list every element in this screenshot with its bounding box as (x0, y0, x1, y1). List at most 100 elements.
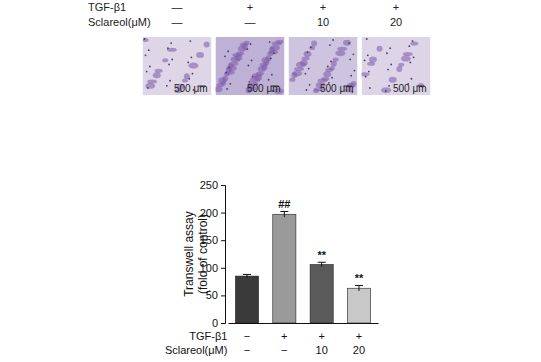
y-tick: 0 (212, 317, 225, 329)
micrograph-pore (170, 42, 172, 44)
micrograph-pore (169, 80, 171, 82)
micrograph-pore (308, 68, 310, 70)
error-bar (318, 262, 326, 266)
micrograph-cell (302, 57, 310, 61)
micrograph-pore (368, 71, 370, 73)
micrograph-pore (329, 44, 331, 46)
micrograph-pore (388, 85, 390, 87)
micrograph-pore (330, 61, 332, 63)
micrograph-cell (294, 67, 304, 71)
error-bar-stem (284, 211, 285, 217)
micrograph-pore (226, 88, 228, 90)
micrograph-pore (171, 58, 173, 60)
x-table-cell: − (244, 344, 250, 356)
error-bar-cap (243, 274, 251, 275)
micrograph-pore (385, 90, 387, 92)
micrograph-pore (188, 78, 190, 80)
micrograph-cell (182, 79, 188, 83)
micrograph-pore (390, 64, 392, 66)
micrograph-cell (227, 65, 237, 71)
header-cell: — (172, 16, 183, 28)
micrograph-cell (262, 64, 268, 70)
error-bar (355, 285, 363, 291)
micrograph-cell (145, 83, 155, 89)
micrograph-pore (349, 58, 351, 60)
micrograph-pore (364, 59, 366, 61)
micrograph-pore (149, 66, 151, 68)
micrograph-pore (413, 56, 415, 58)
y-tick-label: 0 (212, 317, 218, 329)
x-table-cell: 20 (353, 344, 365, 356)
micrograph-pore (252, 76, 254, 78)
micrograph-pore (145, 54, 147, 56)
bar (235, 276, 258, 323)
micrograph-background (216, 37, 285, 95)
micrograph-cell (323, 71, 331, 77)
micrograph-cell (303, 51, 311, 57)
micrograph-cell (276, 40, 284, 44)
significance-label: ** (355, 272, 364, 284)
y-axis-line (221, 186, 226, 324)
x-table-cell: − (281, 344, 287, 356)
micrograph (362, 37, 431, 95)
micrograph-cell (188, 63, 198, 69)
micrograph-pore (412, 40, 414, 42)
micrograph-cell (309, 46, 315, 50)
micrograph-pore (166, 85, 168, 87)
micrograph-pore (146, 71, 148, 73)
micrograph-pore (389, 47, 391, 49)
micrograph-pore (251, 59, 253, 61)
micrograph-pore (408, 45, 410, 47)
error-bar (243, 274, 251, 277)
micrograph-cell (234, 55, 242, 61)
micrograph-pore (411, 78, 413, 80)
micrograph-pore (367, 54, 369, 56)
micrograph-pore (386, 52, 388, 54)
header-cell: + (393, 1, 399, 13)
x-table-row-label: TGF-β1 (189, 330, 227, 342)
x-table-cell: − (244, 330, 250, 342)
micrograph-pore (327, 66, 329, 68)
micrograph-pore (269, 41, 271, 43)
micrograph-cell (204, 41, 210, 47)
micrograph-pore (250, 43, 252, 45)
micrograph-pore (246, 48, 248, 50)
micrograph-cell (381, 87, 391, 93)
scale-bar-label: 500 μm (174, 83, 208, 94)
micrograph-pore (147, 87, 149, 89)
error-bar-cap (318, 262, 326, 263)
micrograph-pore (310, 46, 312, 48)
x-table-cell: + (281, 330, 287, 342)
x-table-cell: + (318, 330, 324, 342)
error-bar-cap (280, 211, 288, 212)
micrograph-cell (367, 62, 375, 66)
micrograph-cell (377, 46, 383, 52)
micrograph-cell (398, 63, 404, 67)
micrograph (143, 37, 212, 95)
micrograph-pore (305, 73, 307, 75)
y-axis-title: Transwell assay(fold of control) (182, 211, 210, 297)
bar (347, 288, 370, 323)
micrograph-cell (362, 72, 370, 76)
error-bar-stem (358, 285, 359, 291)
y-tick-mark (221, 268, 225, 269)
micrograph-cell (222, 76, 228, 82)
micrograph-pore (190, 56, 192, 58)
micrograph-pore (352, 53, 354, 55)
micrograph-pore (365, 76, 367, 78)
micrograph-pore (271, 74, 273, 76)
micrograph-cell (289, 78, 295, 82)
micrograph-pore (224, 55, 226, 57)
micrograph-pore (229, 83, 231, 85)
micrograph-cell (396, 66, 402, 72)
header-cell: — (172, 1, 183, 13)
micrograph-pore (268, 79, 270, 81)
micrograph-cell (270, 45, 280, 51)
plot-area (235, 211, 370, 323)
significance-label: ** (317, 249, 326, 261)
scale-bar-label: 500 μm (320, 83, 354, 94)
y-tick-mark (221, 213, 225, 214)
micrograph-cell (403, 52, 413, 56)
micrograph-cell (389, 77, 397, 83)
figure: TGF-β1—+++Sclareol(μM)——1020500 μm500 μm… (0, 0, 541, 362)
